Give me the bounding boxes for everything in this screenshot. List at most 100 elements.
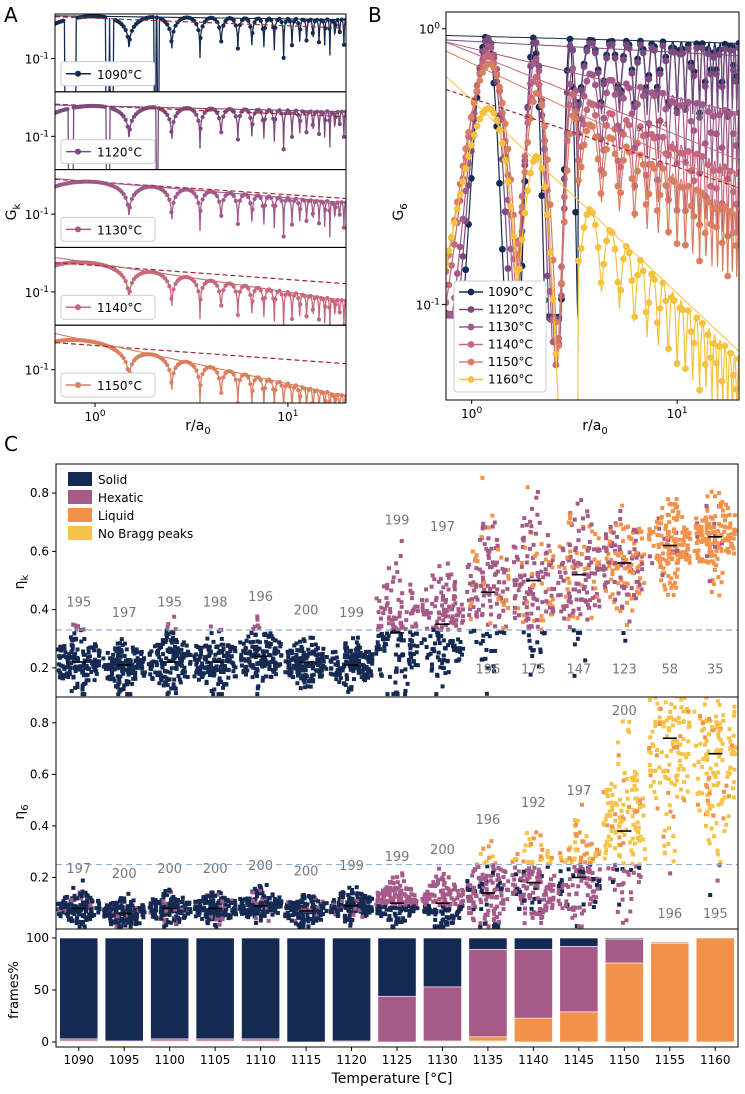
c1-point-1095-85 bbox=[125, 658, 130, 663]
c1-point-1155-83 bbox=[666, 533, 671, 538]
c1-point-1145-100 bbox=[559, 609, 564, 614]
c1-point-1125-89 bbox=[399, 669, 404, 674]
b-point-1140-3 bbox=[451, 241, 458, 248]
c2-point-1115-35 bbox=[305, 914, 310, 919]
b-point-1130-97 bbox=[715, 111, 723, 119]
c1-point-1140-52 bbox=[529, 611, 534, 616]
b-point-1150-42 bbox=[560, 218, 568, 226]
c1-point-1095-10 bbox=[130, 645, 135, 650]
c2-point-1105-100 bbox=[213, 893, 217, 898]
c1-point-1125-12 bbox=[397, 614, 402, 619]
c1-point-1160-10 bbox=[711, 561, 716, 566]
c1-point-1150-139 bbox=[613, 543, 618, 548]
c2-point-1090-123 bbox=[76, 909, 81, 914]
c1-point-1135-108 bbox=[486, 548, 490, 553]
c1-point-1110-72 bbox=[260, 664, 265, 669]
c1-point-1155-35 bbox=[654, 525, 658, 530]
c1-point-1095-117 bbox=[101, 664, 106, 669]
c1-point-1160-89 bbox=[724, 513, 728, 518]
c1-point-1135-59 bbox=[493, 546, 498, 551]
c2-point-1095-115 bbox=[127, 910, 132, 915]
c2-point-1115-95 bbox=[299, 916, 304, 921]
c1-point-1155-95 bbox=[664, 523, 668, 528]
c2-point-1095-108 bbox=[121, 920, 126, 924]
c1-point-1110-97 bbox=[263, 661, 268, 666]
c1-point-1100-69 bbox=[182, 674, 187, 679]
c1-point-1130-134 bbox=[443, 600, 448, 605]
b-point-1150-75 bbox=[653, 207, 661, 214]
c1-point-1095-96 bbox=[108, 656, 113, 661]
c1-point-1140-149 bbox=[512, 596, 517, 601]
a-point-1120-56 bbox=[169, 129, 174, 134]
c1-point-1135-55 bbox=[503, 567, 508, 572]
c1-point-1135-105 bbox=[474, 610, 479, 615]
c1-point-1150-116 bbox=[631, 571, 636, 576]
c1-point-1120-96 bbox=[356, 660, 361, 665]
b-point-1160-36 bbox=[544, 211, 551, 219]
c1-point-1090-88 bbox=[56, 647, 60, 652]
c1-point-1145-93 bbox=[568, 549, 573, 554]
a-point-1150-68 bbox=[194, 368, 199, 373]
c1-point-1130-85 bbox=[456, 658, 461, 663]
c1-point-1135-140 bbox=[500, 566, 505, 571]
c2-point-1095-70 bbox=[135, 914, 140, 919]
c1-point-1150-49 bbox=[639, 559, 644, 564]
c1-point-1150-68 bbox=[618, 522, 623, 527]
c1-point-1120-146 bbox=[348, 649, 352, 654]
c1-point-1095-146 bbox=[116, 647, 121, 652]
c1-point-1110-139 bbox=[252, 624, 257, 629]
a-point-1120-121 bbox=[304, 130, 309, 135]
b-point-1140-74 bbox=[651, 134, 658, 142]
c2-point-1090-141 bbox=[82, 913, 87, 918]
c1-point-1110-12 bbox=[246, 634, 251, 639]
c1-point-1155-67 bbox=[673, 550, 678, 554]
b-point-1150-82 bbox=[673, 240, 681, 247]
c1-point-1115-141 bbox=[317, 672, 322, 677]
c1-point-1120-128 bbox=[358, 670, 363, 675]
c1-point-1145-96 bbox=[556, 580, 561, 585]
c1-point-1130-121 bbox=[434, 596, 439, 600]
c2-point-1115-48 bbox=[288, 904, 293, 909]
c1-point-1150-30 bbox=[640, 567, 645, 572]
c1-point-1100-39 bbox=[166, 622, 171, 626]
c1-point-1125-54 bbox=[403, 688, 408, 693]
c2-point-1115-139 bbox=[321, 912, 325, 916]
c1-point-1150-57 bbox=[623, 583, 628, 588]
c1-point-1095-148 bbox=[118, 641, 123, 646]
c1-point-1145-3 bbox=[577, 589, 582, 594]
c2-point-1110-112 bbox=[239, 909, 244, 914]
c1-point-1140-144 bbox=[526, 617, 531, 621]
c2-point-1125-62 bbox=[401, 904, 406, 909]
c2-point-1125-129 bbox=[376, 904, 381, 909]
c1-point-1105-92 bbox=[232, 674, 237, 679]
c1-point-1105-31 bbox=[216, 682, 221, 687]
b-point-1120-56 bbox=[600, 80, 608, 88]
c1-point-1150-28 bbox=[616, 581, 621, 586]
a-point-1120-101 bbox=[262, 117, 268, 122]
c1-point-1125-22 bbox=[377, 667, 382, 672]
b-point-1120-6 bbox=[459, 252, 467, 260]
c1-point-1135-93 bbox=[490, 560, 495, 565]
b-point-1160-82 bbox=[673, 360, 681, 367]
c1-point-1145-98 bbox=[560, 546, 565, 551]
c1-point-1095-78 bbox=[139, 650, 144, 654]
a-fit-solid-1150 bbox=[55, 333, 346, 397]
c1-point-1150-137 bbox=[607, 560, 612, 565]
c1-point-1145-51 bbox=[585, 509, 590, 514]
c1-point-1150-3 bbox=[613, 548, 617, 553]
b-point-1150-68 bbox=[634, 167, 641, 175]
c1-point-1105-145 bbox=[233, 665, 238, 670]
c1-point-1155-139 bbox=[683, 550, 688, 555]
c1-point-1135-91 bbox=[505, 586, 510, 591]
c1-point-1135-146 bbox=[496, 597, 501, 601]
b-point-1140-94 bbox=[707, 182, 715, 190]
c2-point-1105-95 bbox=[204, 915, 209, 920]
c2-point-1125-42 bbox=[384, 899, 389, 904]
c2-point-1115-128 bbox=[297, 924, 302, 929]
c1-point-1120-125 bbox=[366, 655, 371, 660]
c2-point-1105-126 bbox=[223, 912, 228, 917]
c1-point-1155-136 bbox=[657, 560, 662, 565]
a-point-1150-99 bbox=[258, 378, 263, 383]
c1-point-1140-148 bbox=[513, 594, 518, 598]
c1-point-1125-13 bbox=[400, 591, 405, 596]
